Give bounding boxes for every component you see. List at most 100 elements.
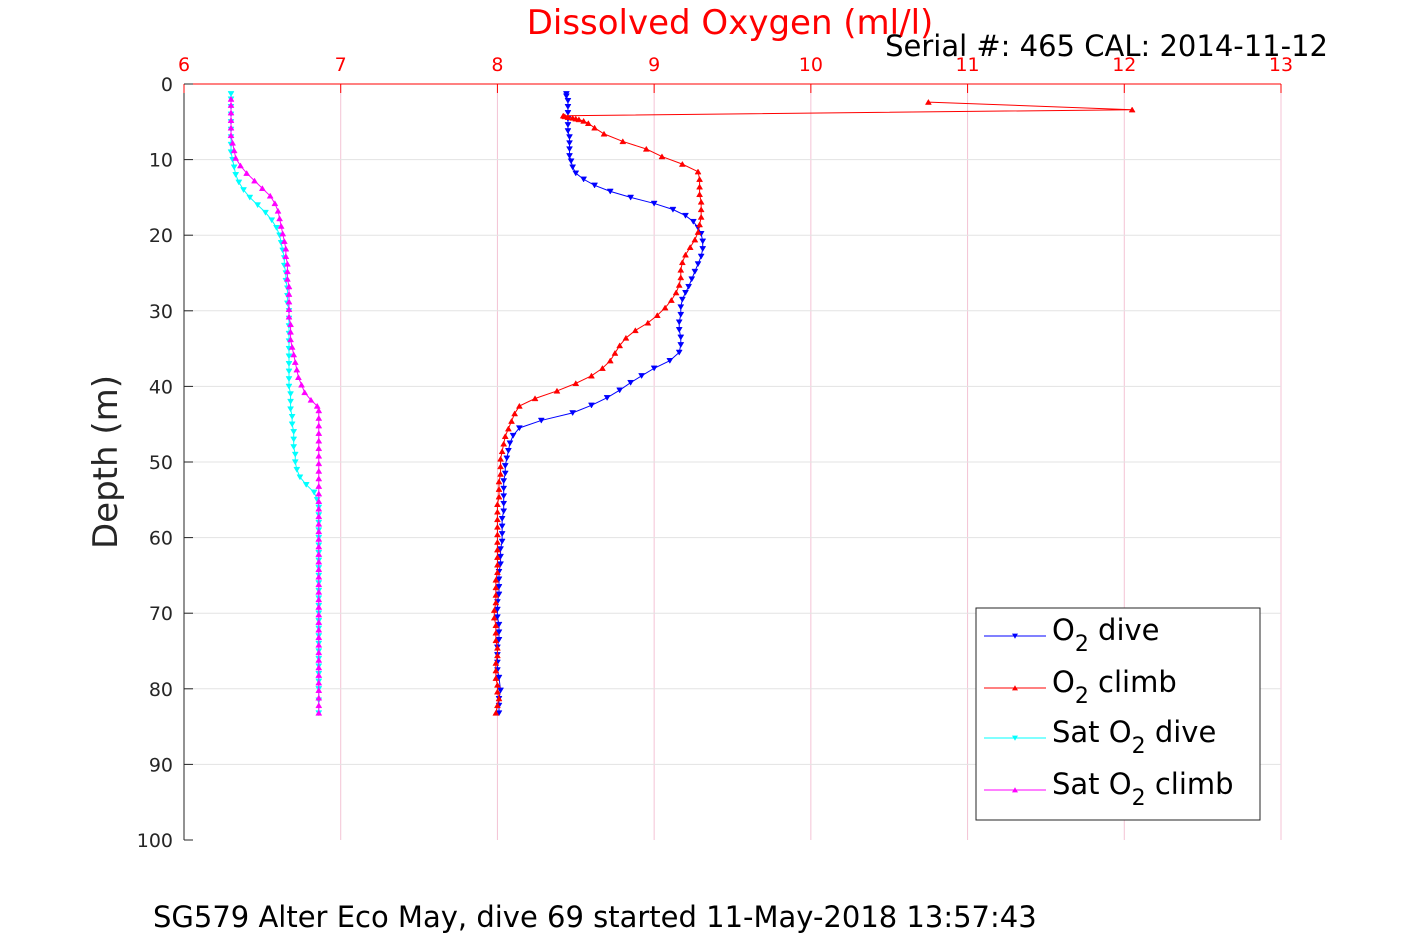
series-o2_climb	[490, 98, 1136, 716]
data-point-o2_dive	[699, 238, 707, 245]
data-point-o2_climb	[495, 493, 503, 500]
y-tick-label: 10	[149, 150, 173, 172]
data-point-o2_dive	[569, 164, 577, 171]
data-point-o2_climb	[691, 236, 699, 243]
data-point-o2_dive	[569, 410, 577, 417]
data-point-sat_climb	[315, 694, 323, 701]
legend-marker	[1012, 633, 1018, 639]
data-point-o2_dive	[564, 110, 572, 116]
data-point-sat_climb	[285, 290, 293, 297]
data-point-sat_dive	[254, 202, 262, 209]
data-point-o2_dive	[509, 432, 517, 439]
data-point-o2_dive	[666, 358, 674, 364]
data-point-sat_climb	[290, 351, 298, 358]
y-tick-label: 80	[149, 679, 173, 701]
data-point-o2_dive	[699, 246, 707, 253]
data-point-o2_dive	[495, 637, 503, 643]
y-tick-label: 100	[137, 830, 173, 852]
data-point-sat_climb	[315, 535, 323, 542]
legend-label: Sat O2 dive	[1052, 715, 1216, 759]
data-point-o2_climb	[493, 538, 501, 545]
legend-box	[975, 607, 1261, 821]
y-tick-label: 30	[149, 301, 173, 323]
data-point-o2_dive	[495, 584, 503, 590]
data-point-sat_climb	[313, 402, 321, 409]
data-point-o2_climb	[642, 145, 650, 152]
data-point-o2_dive	[495, 591, 503, 598]
data-point-sat_climb	[285, 298, 293, 305]
legend-label: O2 dive	[1052, 613, 1160, 657]
data-point-sat_dive	[290, 436, 298, 443]
data-point-o2_dive	[495, 629, 503, 636]
data-point-o2_climb	[682, 251, 689, 258]
data-point-sat_climb	[283, 275, 291, 282]
data-point-sat_climb	[282, 253, 290, 260]
data-point-o2_climb	[678, 160, 686, 167]
data-point-sat_climb	[232, 154, 240, 161]
data-point-o2_climb	[572, 380, 580, 387]
data-point-sat_climb	[315, 626, 323, 633]
data-point-sat_climb	[315, 528, 323, 535]
data-point-o2_climb	[495, 486, 503, 492]
data-point-o2_climb	[492, 629, 500, 636]
data-point-sat_climb	[315, 437, 323, 444]
data-point-o2_climb	[493, 508, 501, 515]
data-point-o2_climb	[493, 688, 501, 695]
data-point-o2_climb	[497, 455, 504, 462]
data-point-sat_climb	[227, 132, 235, 139]
data-point-o2_dive	[606, 188, 614, 195]
series-line-sat_dive	[230, 93, 320, 713]
data-point-o2_dive	[500, 493, 508, 500]
data-point-o2_dive	[493, 606, 501, 613]
data-point-sat_climb	[279, 230, 287, 237]
data-point-o2_climb	[661, 304, 669, 311]
x-tick-label: 8	[491, 54, 503, 76]
data-point-sat_climb	[227, 109, 235, 116]
data-point-o2_dive	[697, 253, 705, 260]
data-point-o2_climb	[672, 289, 680, 296]
data-point-sat_climb	[230, 147, 238, 154]
legend-marker	[1012, 685, 1018, 691]
data-point-o2_dive	[500, 508, 508, 515]
data-point-sat_dive	[290, 444, 298, 451]
data-point-o2_dive	[677, 304, 685, 311]
data-point-o2_dive	[675, 327, 683, 333]
data-point-sat_climb	[280, 238, 288, 244]
data-point-o2_climb	[504, 425, 512, 432]
data-point-sat_climb	[315, 656, 323, 663]
data-point-sat_climb	[285, 283, 293, 290]
data-point-sat_dive	[262, 209, 269, 216]
data-point-sat_climb	[315, 649, 323, 656]
data-point-sat_dive	[287, 398, 295, 405]
data-point-o2_climb	[924, 98, 932, 105]
data-point-o2_dive	[682, 290, 689, 296]
data-point-sat_climb	[287, 328, 295, 335]
chart-footer: SG579 Alter Eco May, dive 69 started 11-…	[153, 900, 1037, 934]
data-point-o2_climb	[493, 569, 501, 576]
data-point-sat_climb	[236, 162, 244, 169]
y-tick-label: 20	[149, 225, 173, 247]
data-point-o2_dive	[497, 687, 504, 694]
data-point-sat_climb	[315, 460, 323, 467]
legend-marker	[1012, 787, 1018, 793]
data-point-o2_dive	[493, 614, 501, 621]
data-point-sat_climb	[315, 641, 323, 648]
data-point-sat_climb	[298, 381, 305, 388]
data-point-sat_climb	[287, 321, 295, 328]
data-point-o2_climb	[498, 448, 506, 455]
data-point-o2_dive	[675, 349, 683, 356]
data-point-sat_climb	[293, 366, 301, 373]
data-point-o2_climb	[501, 433, 509, 439]
data-point-o2_climb	[493, 702, 501, 709]
data-point-sat_climb	[315, 671, 323, 678]
data-point-sat_climb	[315, 573, 323, 580]
data-point-sat_climb	[288, 343, 296, 350]
data-point-o2_climb	[493, 681, 501, 688]
data-point-sat_climb	[274, 207, 282, 214]
data-point-o2_dive	[501, 463, 509, 469]
data-point-sat_climb	[315, 505, 323, 512]
data-point-o2_dive	[500, 500, 508, 507]
data-point-sat_climb	[315, 596, 323, 603]
data-point-o2_climb	[677, 266, 685, 273]
data-point-o2_dive	[650, 200, 658, 207]
